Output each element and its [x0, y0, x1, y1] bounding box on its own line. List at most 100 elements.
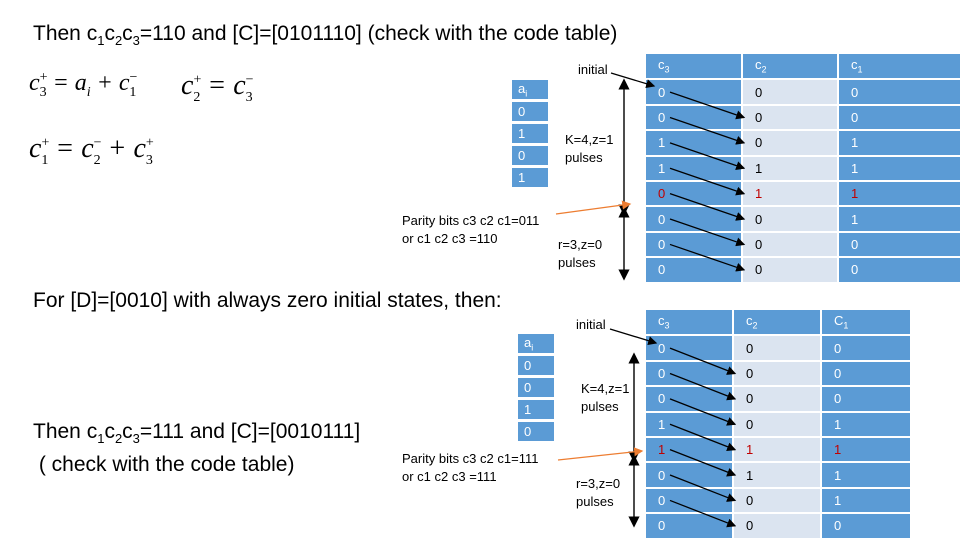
header-c2: c2: [733, 310, 822, 337]
equation-c2-plus: c+2 = c−3: [181, 70, 254, 105]
cell-c1: 0: [838, 231, 960, 259]
initial-pointer: [609, 328, 658, 346]
ai-header: ai: [512, 80, 548, 102]
cell-c2: 0: [733, 335, 822, 362]
shift-arrow: [669, 423, 737, 452]
cell-c3: 1: [646, 436, 734, 464]
cell-c2: 0: [742, 79, 839, 106]
bottom-initial-label: initial: [576, 317, 606, 332]
top-r-pulses-label: r=3,z=0 pulses: [558, 237, 603, 270]
ai-cell: 0: [512, 102, 548, 124]
cell-c1: 0: [821, 335, 910, 362]
header-c3: c3: [646, 310, 734, 337]
cell-c3: 0: [646, 462, 734, 489]
shift-arrow: [669, 193, 746, 221]
ai-cell: 0: [518, 422, 554, 444]
cell-c3: 0: [646, 257, 743, 284]
cell-c1: 1: [821, 462, 910, 489]
cell-c3: 0: [646, 360, 734, 388]
cell-c1: 1: [821, 436, 910, 464]
shift-arrow: [669, 398, 737, 426]
cell-c1: 1: [838, 180, 960, 208]
cell-c3: 0: [646, 513, 734, 540]
cell-c3: 0: [646, 206, 743, 233]
ai-cell: 1: [512, 168, 548, 190]
cell-c2: 1: [733, 436, 822, 464]
cell-c3: 0: [646, 487, 734, 515]
cell-c2: 0: [733, 487, 822, 515]
header-c3: c3: [646, 54, 743, 81]
shift-arrow: [669, 218, 746, 247]
shift-arrow: [669, 474, 737, 502]
bottom-ai-column: ai 0 0 1 0: [518, 334, 554, 444]
cell-c1: 0: [821, 513, 910, 540]
top-k-pulses-label: K=4,z=1 pulses: [565, 132, 614, 165]
ai-cell: 1: [518, 400, 554, 422]
header-c1: C1: [821, 310, 910, 337]
cell-c3: 0: [646, 79, 743, 106]
cell-c2: 0: [742, 257, 839, 284]
ai-cell: 0: [518, 356, 554, 378]
cell-c2: 0: [742, 206, 839, 233]
bottom-k-pulses-label: K=4,z=1 pulses: [581, 381, 630, 414]
cell-c2: 1: [742, 180, 839, 208]
cell-c2: 1: [733, 462, 822, 489]
cell-c2: 0: [733, 411, 822, 438]
ai-header: ai: [518, 334, 554, 356]
cell-c2: 0: [742, 104, 839, 132]
cell-c1: 0: [821, 386, 910, 413]
cell-c3: 0: [646, 104, 743, 132]
cell-c1: 0: [838, 257, 960, 284]
parity-pointer: [557, 447, 644, 461]
cell-c2: 0: [733, 360, 822, 388]
cell-c1: 0: [838, 104, 960, 132]
ai-cell: 0: [518, 378, 554, 400]
header-c1: c1: [838, 54, 960, 81]
bottom-result: Then c1c2c3=111 and [C]=[0010111]: [33, 420, 361, 447]
bottom-r-pulses-label: r=3,z=0 pulses: [576, 476, 621, 509]
cell-c3: 1: [646, 411, 734, 438]
cell-c1: 0: [821, 360, 910, 388]
equation-c1-plus: c+1 = c−2 + c+3: [29, 133, 154, 168]
top-ai-column: ai 0 1 0 1: [512, 80, 548, 190]
header-c2: c2: [742, 54, 839, 81]
top-parity-label: Parity bits c3 c2 c1=011 or c1 c2 c3 =110: [402, 213, 540, 246]
top-heading: Then c1c2c3=110 and [C]=[0101110] (check…: [33, 22, 618, 49]
shift-arrow: [669, 347, 737, 375]
cell-c1: 1: [838, 206, 960, 233]
cell-c2: 1: [742, 155, 839, 182]
cell-c2: 0: [733, 513, 822, 540]
cell-c3: 0: [646, 231, 743, 259]
ai-cell: 0: [512, 146, 548, 168]
equation-c3-plus: c+3 = ai + c−1: [29, 70, 138, 100]
shift-arrow: [669, 243, 746, 272]
shift-arrow: [669, 449, 737, 477]
shift-arrow: [669, 499, 737, 528]
parity-pointer: [555, 200, 632, 215]
cell-c1: 1: [838, 130, 960, 157]
top-shift-arrows: [669, 91, 746, 272]
cell-c3: 0: [646, 386, 734, 413]
bottom-parity-label: Parity bits c3 c2 c1=111 or c1 c2 c3 =111: [402, 451, 539, 484]
shift-arrow: [669, 116, 746, 145]
bottom-shift-arrows: [669, 347, 737, 528]
shift-arrow: [669, 167, 746, 196]
cell-c2: 0: [742, 130, 839, 157]
shift-arrow: [669, 91, 746, 120]
ai-cell: 1: [512, 124, 548, 146]
